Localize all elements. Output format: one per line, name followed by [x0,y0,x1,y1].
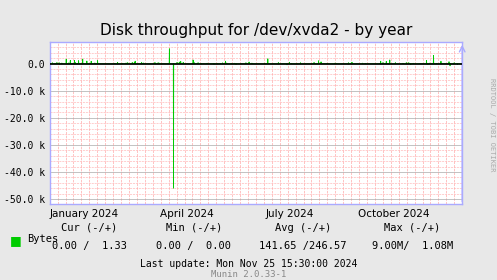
Text: 0.00 /  0.00: 0.00 / 0.00 [157,241,231,251]
Title: Disk throughput for /dev/xvda2 - by year: Disk throughput for /dev/xvda2 - by year [100,23,412,38]
Text: Munin 2.0.33-1: Munin 2.0.33-1 [211,270,286,279]
Text: Max (-/+): Max (-/+) [384,223,441,233]
Text: 0.00 /  1.33: 0.00 / 1.33 [52,241,127,251]
Text: Bytes: Bytes [27,234,59,244]
Text: Cur (-/+): Cur (-/+) [61,223,118,233]
Text: ■: ■ [10,234,22,247]
Text: 141.65 /246.57: 141.65 /246.57 [259,241,347,251]
Text: Last update: Mon Nov 25 15:30:00 2024: Last update: Mon Nov 25 15:30:00 2024 [140,259,357,269]
Text: Avg (-/+): Avg (-/+) [275,223,331,233]
Text: 9.00M/  1.08M: 9.00M/ 1.08M [372,241,453,251]
Text: RRDTOOL / TOBI OETIKER: RRDTOOL / TOBI OETIKER [489,78,495,172]
Text: Min (-/+): Min (-/+) [166,223,222,233]
